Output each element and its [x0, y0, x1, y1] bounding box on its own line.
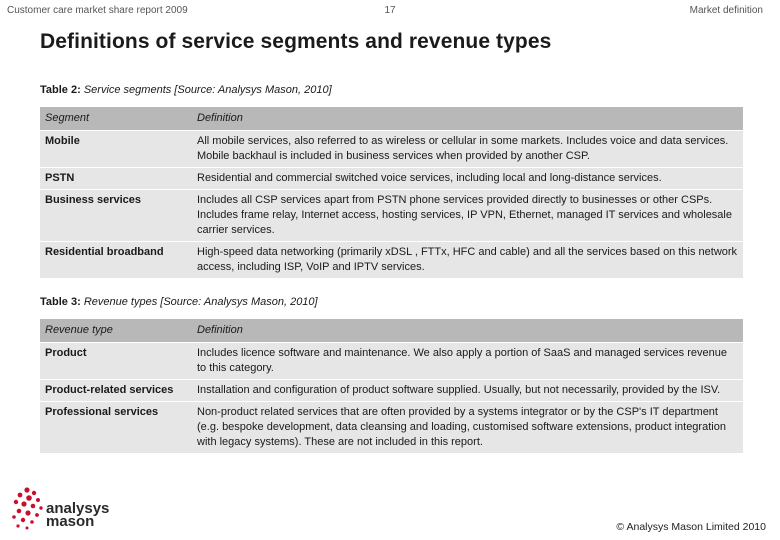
definition-cell: Residential and commercial switched voic…: [192, 166, 743, 189]
definition-cell: Installation and configuration of produc…: [192, 378, 743, 401]
table-header-row: Revenue type Definition: [40, 319, 743, 342]
definition-cell: Non-product related services that are of…: [192, 400, 743, 453]
table-row: Residential broadband High-speed data ne…: [40, 240, 743, 278]
header-section-title: Market definition: [689, 5, 763, 16]
definition-cell: Includes licence software and maintenanc…: [192, 341, 743, 379]
table-2-caption: Table 2: Service segments [Source: Analy…: [40, 84, 332, 96]
revenue-types-table: Revenue type Definition Product Includes…: [40, 319, 743, 453]
page-title: Definitions of service segments and reve…: [40, 30, 552, 53]
table-row: Mobile All mobile services, also referre…: [40, 129, 743, 167]
segment-cell: Mobile: [40, 129, 192, 167]
table-3-caption: Table 3: Revenue types [Source: Analysys…: [40, 296, 318, 308]
column-header-definition: Definition: [192, 107, 743, 130]
logo-dots-icon: [12, 487, 43, 530]
table-row: PSTN Residential and commercial switched…: [40, 166, 743, 189]
revenue-type-cell: Product-related services: [40, 378, 192, 401]
definition-cell: High-speed data networking (primarily xD…: [192, 240, 743, 278]
table-row: Professional services Non-product relate…: [40, 400, 743, 453]
revenue-type-cell: Product: [40, 341, 192, 379]
header-report-title: Customer care market share report 2009: [7, 5, 188, 16]
logo-wordmark: analysys mason: [46, 500, 110, 530]
column-header-segment: Segment: [40, 107, 192, 130]
table-row: Business services Includes all CSP servi…: [40, 188, 743, 241]
table-3-caption-label: Table 3:: [40, 296, 81, 308]
segment-cell: Residential broadband: [40, 240, 192, 278]
definition-cell: Includes all CSP services apart from PST…: [192, 188, 743, 241]
copyright-notice: © Analysys Mason Limited 2010: [616, 521, 766, 533]
logo-line-1: analysys: [46, 500, 110, 517]
column-header-definition: Definition: [192, 319, 743, 342]
segment-cell: Business services: [40, 188, 192, 241]
segment-cell: PSTN: [40, 166, 192, 189]
table-header-row: Segment Definition: [40, 107, 743, 130]
table-2-caption-text: Service segments [Source: Analysys Mason…: [80, 84, 332, 96]
analysys-mason-logo: analysys mason: [10, 486, 140, 532]
revenue-type-cell: Professional services: [40, 400, 192, 453]
definition-cell: All mobile services, also referred to as…: [192, 129, 743, 167]
table-3-caption-text: Revenue types [Source: Analysys Mason, 2…: [80, 296, 318, 308]
table-row: Product Includes licence software and ma…: [40, 341, 743, 379]
table-2-caption-label: Table 2:: [40, 84, 81, 96]
column-header-revenue-type: Revenue type: [40, 319, 192, 342]
table-row: Product-related services Installation an…: [40, 378, 743, 401]
page-number: 17: [384, 5, 396, 16]
service-segments-table: Segment Definition Mobile All mobile ser…: [40, 107, 743, 278]
logo-line-2: mason: [46, 513, 95, 530]
